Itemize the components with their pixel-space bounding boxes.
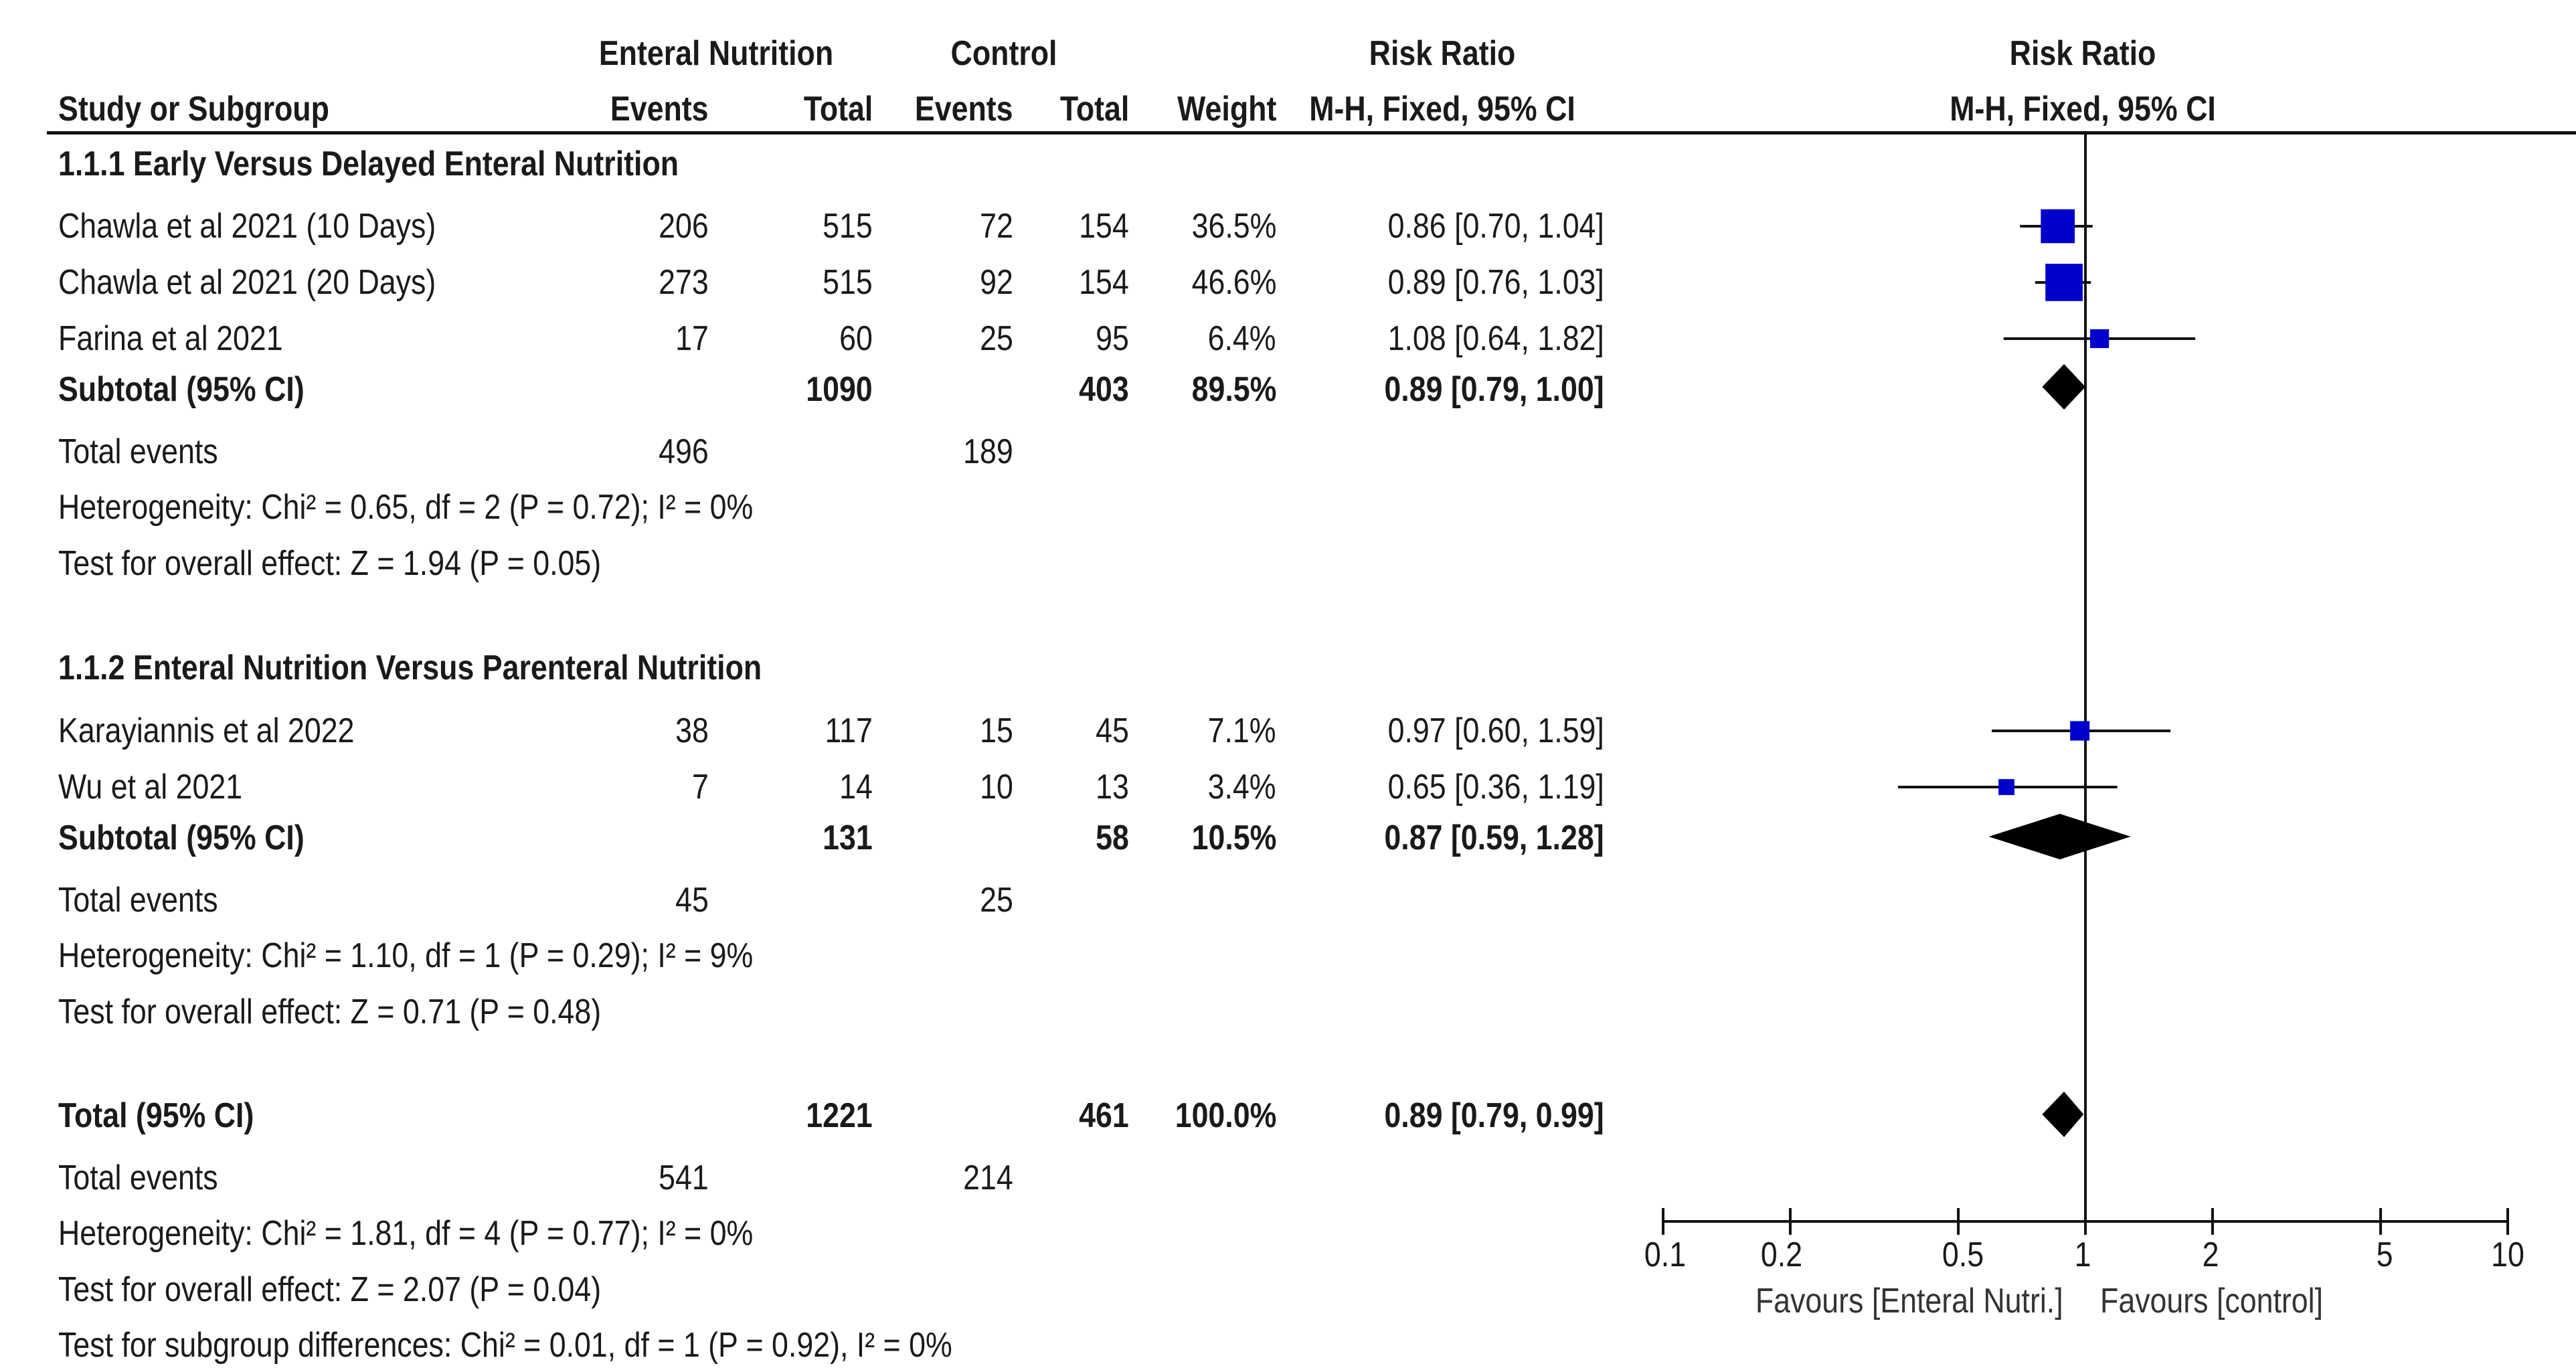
- weight: 36.5%: [1191, 207, 1276, 246]
- total1: 515: [823, 207, 873, 246]
- events1: 206: [659, 207, 709, 246]
- header-events1: Events: [610, 90, 709, 129]
- header-method-right: M-H, Fixed, 95% CI: [1950, 90, 2216, 129]
- header-rr-left: Risk Ratio: [1369, 34, 1516, 73]
- study-marker: [1998, 779, 2014, 795]
- total2: 154: [1079, 263, 1129, 302]
- subtotal-total1: 1090: [806, 370, 873, 409]
- total2: 45: [1096, 711, 1129, 750]
- subtotal-weight: 89.5%: [1191, 370, 1276, 409]
- risk-ratio-ci: 0.89 [0.76, 1.03]: [1387, 263, 1604, 302]
- total-events1: 45: [675, 881, 709, 920]
- tick-label: 0.2: [1760, 1235, 1803, 1274]
- subtotal-ci: 0.89 [0.79, 1.00]: [1384, 370, 1604, 409]
- subtotal-ci: 0.87 [0.59, 1.28]: [1384, 819, 1604, 857]
- total-events1: 496: [659, 432, 709, 471]
- study-marker: [2070, 721, 2090, 741]
- subgroup2-title: 1.1.2 Enteral Nutrition Versus Parentera…: [58, 649, 762, 687]
- total-weight: 100.0%: [1175, 1096, 1276, 1135]
- weight: 6.4%: [1208, 319, 1276, 358]
- favours-left-label: Favours [Enteral Nutri.]: [1755, 1282, 2063, 1320]
- events1: 7: [692, 768, 709, 806]
- tick-label: 1: [2074, 1235, 2091, 1274]
- total2: 13: [1096, 768, 1129, 806]
- total-events2: 214: [963, 1159, 1013, 1197]
- subgroup-differences-text: Test for subgroup differences: Chi² = 0.…: [58, 1326, 952, 1365]
- tick-label: 2: [2202, 1235, 2219, 1274]
- header-total1: Total: [803, 90, 873, 129]
- study-marker: [2045, 264, 2083, 301]
- header-group2: Control: [950, 34, 1057, 73]
- total-events2: 25: [980, 881, 1013, 920]
- subtotal-label: Subtotal (95% CI): [58, 819, 305, 857]
- events2: 25: [980, 319, 1013, 358]
- overall-effect-text: Test for overall effect: Z = 1.94 (P = 0…: [58, 544, 602, 583]
- subgroup1-title: 1.1.1 Early Versus Delayed Enteral Nutri…: [58, 145, 679, 183]
- total-events-label: Total events: [58, 881, 218, 920]
- header-method-left: M-H, Fixed, 95% CI: [1309, 90, 1575, 129]
- subtotal-total2: 58: [1096, 819, 1129, 857]
- study-marker: [2089, 329, 2110, 349]
- events2: 92: [980, 263, 1013, 302]
- subtotal-weight: 10.5%: [1191, 819, 1276, 857]
- total2: 154: [1079, 207, 1129, 246]
- events1: 38: [675, 711, 709, 750]
- tick-label: 5: [2376, 1235, 2393, 1274]
- header-rule: [47, 131, 2576, 135]
- study-name: Karayiannis et al 2022: [58, 711, 355, 750]
- risk-ratio-ci: 1.08 [0.64, 1.82]: [1387, 319, 1604, 358]
- total-events-label: Total events: [58, 432, 218, 471]
- total1: 515: [823, 263, 873, 302]
- total1: 117: [825, 711, 873, 750]
- header-study: Study or Subgroup: [58, 90, 329, 129]
- tick-label: 0.1: [1644, 1235, 1687, 1274]
- total-ci: 0.89 [0.79, 0.99]: [1384, 1096, 1604, 1135]
- subtotal-total1: 131: [823, 819, 873, 857]
- header-events2: Events: [915, 90, 1013, 129]
- header-weight: Weight: [1177, 90, 1276, 129]
- total-events1: 541: [659, 1159, 709, 1197]
- total1: 60: [839, 319, 873, 358]
- favours-right-label: Favours [control]: [2100, 1282, 2324, 1320]
- study-name: Wu et al 2021: [58, 768, 243, 806]
- overall-effect-text: Test for overall effect: Z = 2.07 (P = 0…: [58, 1270, 602, 1309]
- header-group1: Enteral Nutrition: [598, 34, 834, 73]
- heterogeneity-text: Heterogeneity: Chi² = 1.81, df = 4 (P = …: [58, 1214, 754, 1253]
- study-marker: [2041, 209, 2075, 244]
- pooled-diamond: [1988, 814, 2131, 859]
- tick-label: 0.5: [1942, 1235, 1984, 1274]
- total-label: Total (95% CI): [58, 1096, 254, 1135]
- weight: 46.6%: [1191, 263, 1276, 302]
- total1: 14: [839, 768, 873, 806]
- risk-ratio-ci: 0.97 [0.60, 1.59]: [1387, 711, 1604, 750]
- subtotal-total2: 403: [1079, 370, 1129, 409]
- heterogeneity-text: Heterogeneity: Chi² = 1.10, df = 1 (P = …: [58, 936, 754, 975]
- study-name: Chawla et al 2021 (20 Days): [58, 263, 436, 302]
- pooled-diamond: [2042, 364, 2085, 410]
- risk-ratio-ci: 0.65 [0.36, 1.19]: [1387, 768, 1604, 806]
- total-events2: 189: [963, 432, 1013, 471]
- weight: 3.4%: [1208, 768, 1276, 806]
- study-name: Chawla et al 2021 (10 Days): [58, 207, 436, 246]
- events1: 273: [659, 263, 709, 302]
- tick-label: 10: [2491, 1235, 2524, 1274]
- overall-effect-text: Test for overall effect: Z = 0.71 (P = 0…: [58, 993, 602, 1031]
- total2: 95: [1096, 319, 1129, 358]
- subtotal-label: Subtotal (95% CI): [58, 370, 305, 409]
- pooled-diamond: [2042, 1092, 2084, 1137]
- events2: 10: [980, 768, 1013, 806]
- heterogeneity-text: Heterogeneity: Chi² = 0.65, df = 2 (P = …: [58, 488, 754, 527]
- events1: 17: [675, 319, 709, 358]
- events2: 72: [980, 207, 1013, 246]
- study-name: Farina et al 2021: [58, 319, 283, 358]
- total-total2: 461: [1079, 1096, 1129, 1135]
- events2: 15: [980, 711, 1013, 750]
- risk-ratio-ci: 0.86 [0.70, 1.04]: [1387, 207, 1604, 246]
- header-total2: Total: [1059, 90, 1129, 129]
- weight: 7.1%: [1208, 711, 1276, 750]
- header-rr-right: Risk Ratio: [2009, 34, 2156, 73]
- total-total1: 1221: [806, 1096, 873, 1135]
- total-events-label: Total events: [58, 1159, 218, 1197]
